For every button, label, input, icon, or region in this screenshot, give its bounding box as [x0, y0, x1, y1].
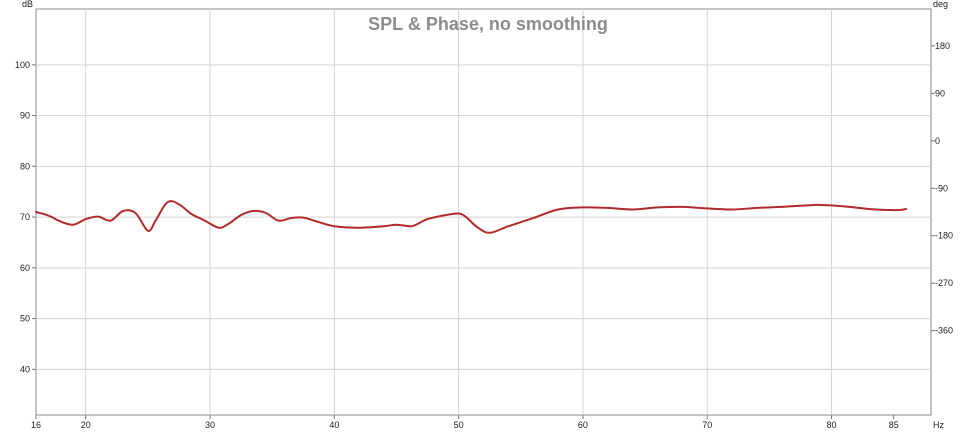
y-tick-label: 70	[20, 212, 30, 222]
x-tick-label: 20	[81, 420, 91, 430]
y2-tick-label: 0	[935, 136, 940, 146]
left-axis-unit: dB	[22, 0, 33, 9]
y-tick-label: 40	[20, 364, 30, 374]
x-tick-label: 50	[454, 420, 464, 430]
left-axis-ticks: 40 50 60 70 80 90 100	[15, 60, 36, 374]
series-lines	[35, 200, 908, 234]
right-axis-ticks: -360 -270 -180 -90 0 90 180	[931, 41, 953, 336]
y2-tick-label: -90	[935, 183, 948, 193]
x-tick-label: 60	[578, 420, 588, 430]
y2-tick-label: -270	[935, 278, 953, 288]
x-tick-label: 70	[702, 420, 712, 430]
y2-tick-label: -360	[935, 326, 953, 336]
x-tick-label: 16	[31, 420, 41, 430]
x-tick-label: 40	[329, 420, 339, 430]
x-tick-label: 30	[205, 420, 215, 430]
chart-title: SPL & Phase, no smoothing	[368, 14, 608, 34]
y-tick-label: 80	[20, 161, 30, 171]
x-axis-unit: Hz	[933, 420, 944, 430]
plot-frame	[35, 8, 932, 416]
y-tick-label: 90	[20, 111, 30, 121]
grid-lines	[36, 9, 931, 415]
y2-tick-label: 90	[935, 88, 945, 98]
x-axis-ticks: 16 20 30 40 50 60 70 80 85	[31, 415, 899, 430]
x-tick-label: 85	[889, 420, 899, 430]
y-tick-label: 60	[20, 263, 30, 273]
x-tick-label: 80	[827, 420, 837, 430]
spl-series-line	[35, 200, 908, 234]
y-tick-label: 50	[20, 314, 30, 324]
right-axis-unit: deg	[933, 0, 948, 9]
y2-tick-label: -180	[935, 231, 953, 241]
y-tick-label: 100	[15, 60, 30, 70]
y2-tick-label: 180	[935, 41, 950, 51]
